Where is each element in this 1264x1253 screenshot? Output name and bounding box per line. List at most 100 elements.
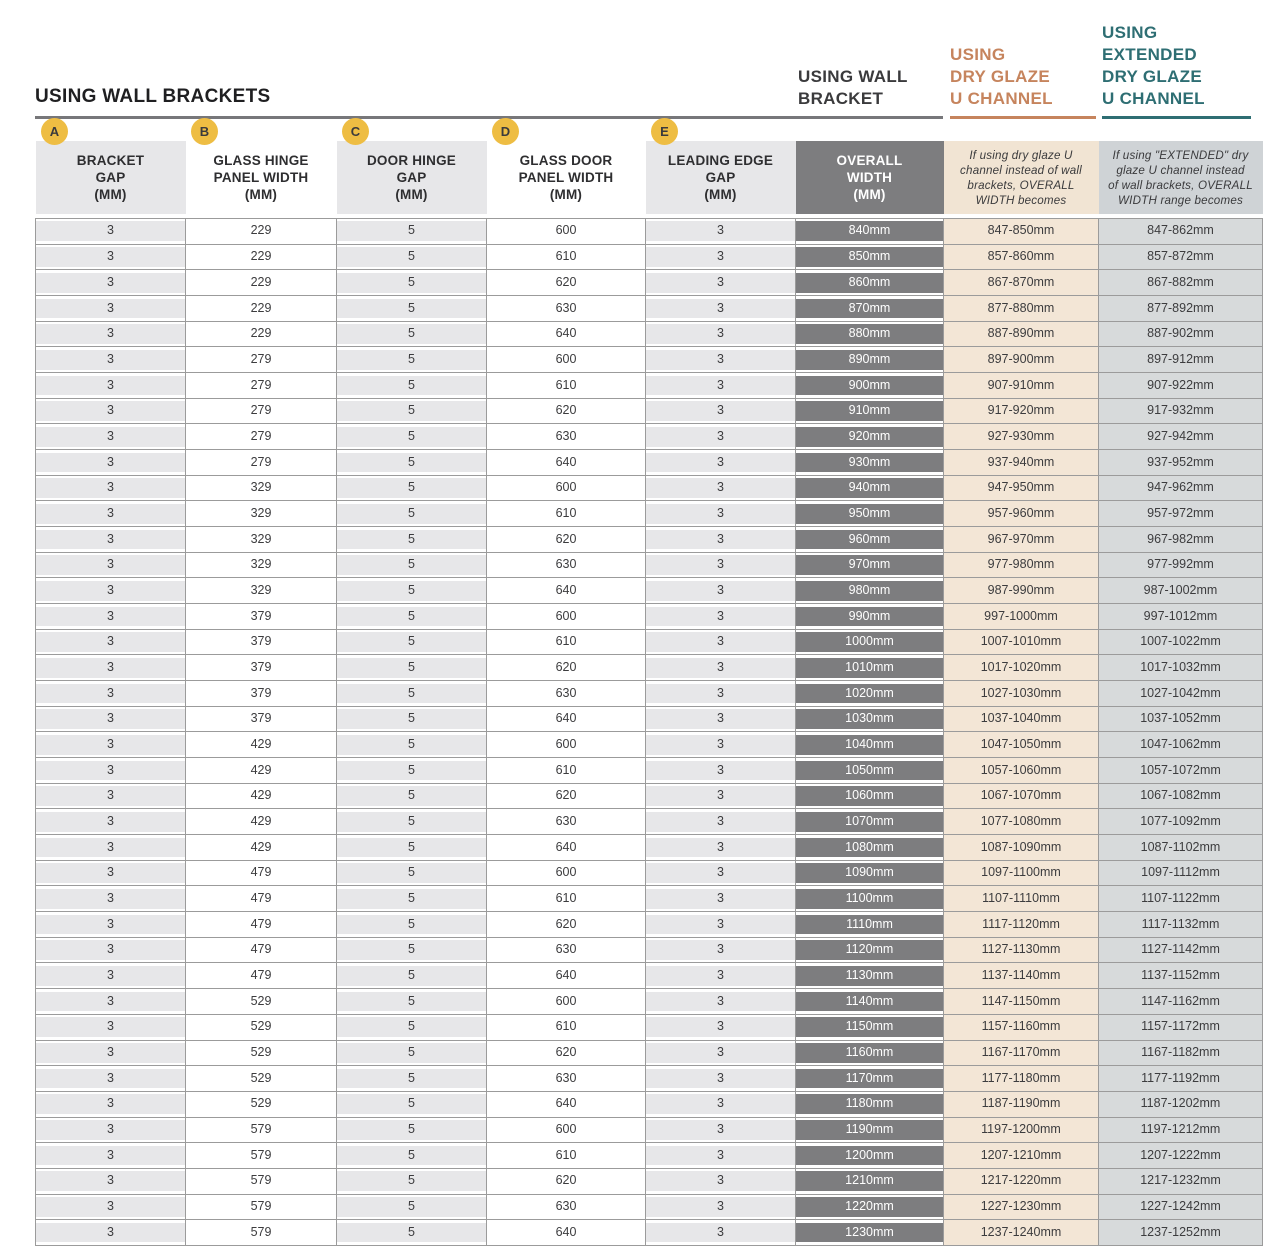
using-wall-bracket-heading: USING WALL BRACKET <box>798 66 908 110</box>
bracket-gap-cell: 3 <box>35 320 186 348</box>
extended-dry-glaze-width-cell: 1077-1092mm <box>1098 808 1263 836</box>
glass-hinge-panel-width-cell: 379 <box>185 705 337 733</box>
dry-glaze-width-cell: 1207-1210mm <box>943 1142 1099 1169</box>
glass-door-panel-width-cell: 620 <box>486 397 646 425</box>
column-badge-e: E <box>651 118 678 145</box>
overall-width-cell: 1050mm <box>795 757 944 784</box>
glass-hinge-panel-width-cell: 579 <box>185 1193 337 1221</box>
overall-width-cell: 1150mm <box>795 1013 944 1041</box>
door-hinge-gap-cell: 5 <box>336 962 487 990</box>
glass-door-panel-width-cell: 600 <box>486 988 646 1015</box>
overall-width-cell: 960mm <box>795 526 944 553</box>
door-hinge-gap-cell: 5 <box>336 1065 487 1092</box>
leading-edge-gap-cell: 3 <box>645 885 796 913</box>
dry-glaze-width-cell: 897-900mm <box>943 346 1099 374</box>
extended-dry-glaze-width-cell: 1167-1182mm <box>1098 1039 1263 1067</box>
leading-edge-gap-cell: 3 <box>645 1142 796 1169</box>
extended-dry-glaze-width-header: If using "EXTENDED" dry glaze U channel i… <box>1098 141 1263 219</box>
glass-door-panel-width-cell: 630 <box>486 295 646 322</box>
table-row: 3 529 5 600 3 1140mm 1147-1150mm 1147-1162mm <box>35 988 1263 1015</box>
glass-hinge-panel-width-cell: 379 <box>185 628 337 656</box>
table-row: 3 379 5 620 3 1010mm 1017-1020mm 1017-1032mm <box>35 654 1263 682</box>
door-hinge-gap-cell: 5 <box>336 218 487 245</box>
glass-door-panel-width-cell: 630 <box>486 936 646 964</box>
glass-door-panel-width-cell: 620 <box>486 269 646 297</box>
overall-width-cell: 880mm <box>795 320 944 348</box>
header-line: (MM) <box>244 187 278 202</box>
door-hinge-gap-cell: 5 <box>336 295 487 322</box>
extended-dry-glaze-width-cell: 917-932mm <box>1098 397 1263 425</box>
door-hinge-gap-cell: 5 <box>336 1219 487 1246</box>
table-row: 3 429 5 600 3 1040mm 1047-1050mm 1047-1062mm <box>35 731 1263 759</box>
dry-glaze-width-cell: 1057-1060mm <box>943 757 1099 784</box>
leading-edge-gap-cell: 3 <box>645 936 796 964</box>
leading-edge-gap-cell: 3 <box>645 705 796 733</box>
door-hinge-gap-cell: 5 <box>336 526 487 553</box>
door-hinge-gap-cell: 5 <box>336 628 487 656</box>
table-row: 3 579 5 640 3 1230mm 1237-1240mm 1237-1252mm <box>35 1219 1263 1246</box>
bracket-gap-cell: 3 <box>35 397 186 425</box>
table-row: 3 429 5 620 3 1060mm 1067-1070mm 1067-1082mm <box>35 782 1263 810</box>
overall-width-cell: 1180mm <box>795 1090 944 1118</box>
door-hinge-gap-cell: 5 <box>336 1116 487 1144</box>
extended-dry-glaze-width-cell: 877-892mm <box>1098 295 1263 322</box>
group-heading-line: U CHANNEL <box>950 89 1053 108</box>
glass-door-panel-width-cell: 620 <box>486 911 646 938</box>
leading-edge-gap-cell: 3 <box>645 680 796 707</box>
leading-edge-gap-cell: 3 <box>645 372 796 399</box>
glass-door-panel-width-cell: 600 <box>486 346 646 374</box>
dry-glaze-width-cell: 917-920mm <box>943 397 1099 425</box>
header-line: channel instead of wall <box>960 163 1082 177</box>
glass-door-panel-width-cell: 600 <box>486 731 646 759</box>
extended-dry-glaze-width-cell: 1237-1252mm <box>1098 1219 1263 1246</box>
leading-edge-gap-cell: 3 <box>645 218 796 245</box>
extended-dry-glaze-width-cell: 1087-1102mm <box>1098 834 1263 861</box>
sizing-table: BRACKET GAP (MM) GLASS HINGE PANEL WIDTH (MM)… <box>35 141 1263 1246</box>
header-line: (MM) <box>704 187 737 202</box>
glass-hinge-panel-width-cell: 229 <box>185 218 337 245</box>
dry-glaze-width-cell: 1037-1040mm <box>943 705 1099 733</box>
glass-hinge-panel-width-cell: 479 <box>185 885 337 913</box>
overall-width-cell: 970mm <box>795 551 944 579</box>
header-line: (MM) <box>395 187 428 202</box>
glass-door-panel-width-cell: 610 <box>486 500 646 528</box>
extended-dry-glaze-width-cell: 1217-1232mm <box>1098 1167 1263 1195</box>
dry-glaze-width-cell: 1117-1120mm <box>943 911 1099 938</box>
bracket-gap-cell: 3 <box>35 1142 186 1169</box>
extended-dry-glaze-width-cell: 1017-1032mm <box>1098 654 1263 682</box>
bracket-gap-cell: 3 <box>35 346 186 374</box>
leading-edge-gap-cell: 3 <box>645 449 796 476</box>
leading-edge-gap-cell: 3 <box>645 782 796 810</box>
bracket-gap-cell: 3 <box>35 295 186 322</box>
table-row: 3 379 5 600 3 990mm 997-1000mm 997-1012mm <box>35 603 1263 630</box>
table-header-row: BRACKET GAP (MM) GLASS HINGE PANEL WIDTH (MM)… <box>35 141 1263 219</box>
bracket-gap-cell: 3 <box>35 962 186 990</box>
dry-glaze-width-cell: 937-940mm <box>943 449 1099 476</box>
overall-width-cell: 1210mm <box>795 1167 944 1195</box>
bracket-gap-cell: 3 <box>35 243 186 271</box>
door-hinge-gap-cell: 5 <box>336 397 487 425</box>
overall-width-cell: 1120mm <box>795 936 944 964</box>
glass-hinge-panel-width-cell: 579 <box>185 1219 337 1246</box>
door-hinge-gap-cell: 5 <box>336 1013 487 1041</box>
overall-width-cell: 1030mm <box>795 705 944 733</box>
leading-edge-gap-cell: 3 <box>645 243 796 271</box>
glass-door-panel-width-cell: 640 <box>486 1219 646 1246</box>
dry-glaze-width-cell: 857-860mm <box>943 243 1099 271</box>
table-row: 3 279 5 610 3 900mm 907-910mm 907-922mm <box>35 372 1263 399</box>
dry-glaze-width-cell: 1007-1010mm <box>943 628 1099 656</box>
table-row: 3 479 5 630 3 1120mm 1127-1130mm 1127-1142mm <box>35 936 1263 964</box>
using-extended-dry-glaze-heading: USING EXTENDED DRY GLAZE U CHANNEL <box>1102 22 1205 110</box>
bracket-gap-cell: 3 <box>35 269 186 297</box>
bracket-gap-cell: 3 <box>35 372 186 399</box>
glass-hinge-panel-width-cell: 329 <box>185 500 337 528</box>
overall-width-cell: 1230mm <box>795 1219 944 1246</box>
overall-width-cell: 990mm <box>795 603 944 630</box>
dry-glaze-width-cell: 947-950mm <box>943 474 1099 502</box>
glass-door-panel-width-cell: 600 <box>486 603 646 630</box>
leading-edge-gap-cell: 3 <box>645 808 796 836</box>
extended-dry-glaze-width-cell: 897-912mm <box>1098 346 1263 374</box>
glass-door-panel-width-cell: 630 <box>486 680 646 707</box>
